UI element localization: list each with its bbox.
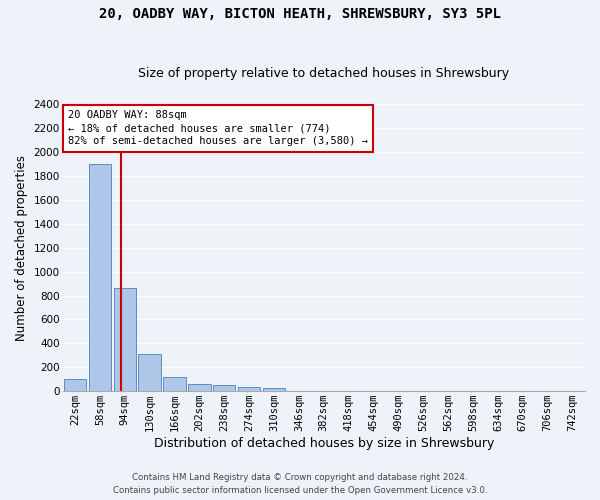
Title: Size of property relative to detached houses in Shrewsbury: Size of property relative to detached ho… xyxy=(138,66,509,80)
Bar xyxy=(263,388,285,391)
Bar xyxy=(89,164,111,391)
Bar xyxy=(139,354,161,391)
Text: 20, OADBY WAY, BICTON HEATH, SHREWSBURY, SY3 5PL: 20, OADBY WAY, BICTON HEATH, SHREWSBURY,… xyxy=(99,8,501,22)
Text: 20 OADBY WAY: 88sqm
← 18% of detached houses are smaller (774)
82% of semi-detac: 20 OADBY WAY: 88sqm ← 18% of detached ho… xyxy=(68,110,368,146)
Bar xyxy=(188,384,211,391)
Bar xyxy=(113,288,136,391)
Y-axis label: Number of detached properties: Number of detached properties xyxy=(15,154,28,340)
X-axis label: Distribution of detached houses by size in Shrewsbury: Distribution of detached houses by size … xyxy=(154,437,494,450)
Text: Contains HM Land Registry data © Crown copyright and database right 2024.
Contai: Contains HM Land Registry data © Crown c… xyxy=(113,474,487,495)
Bar xyxy=(238,387,260,391)
Bar xyxy=(64,379,86,391)
Bar xyxy=(163,378,186,391)
Bar xyxy=(213,385,235,391)
